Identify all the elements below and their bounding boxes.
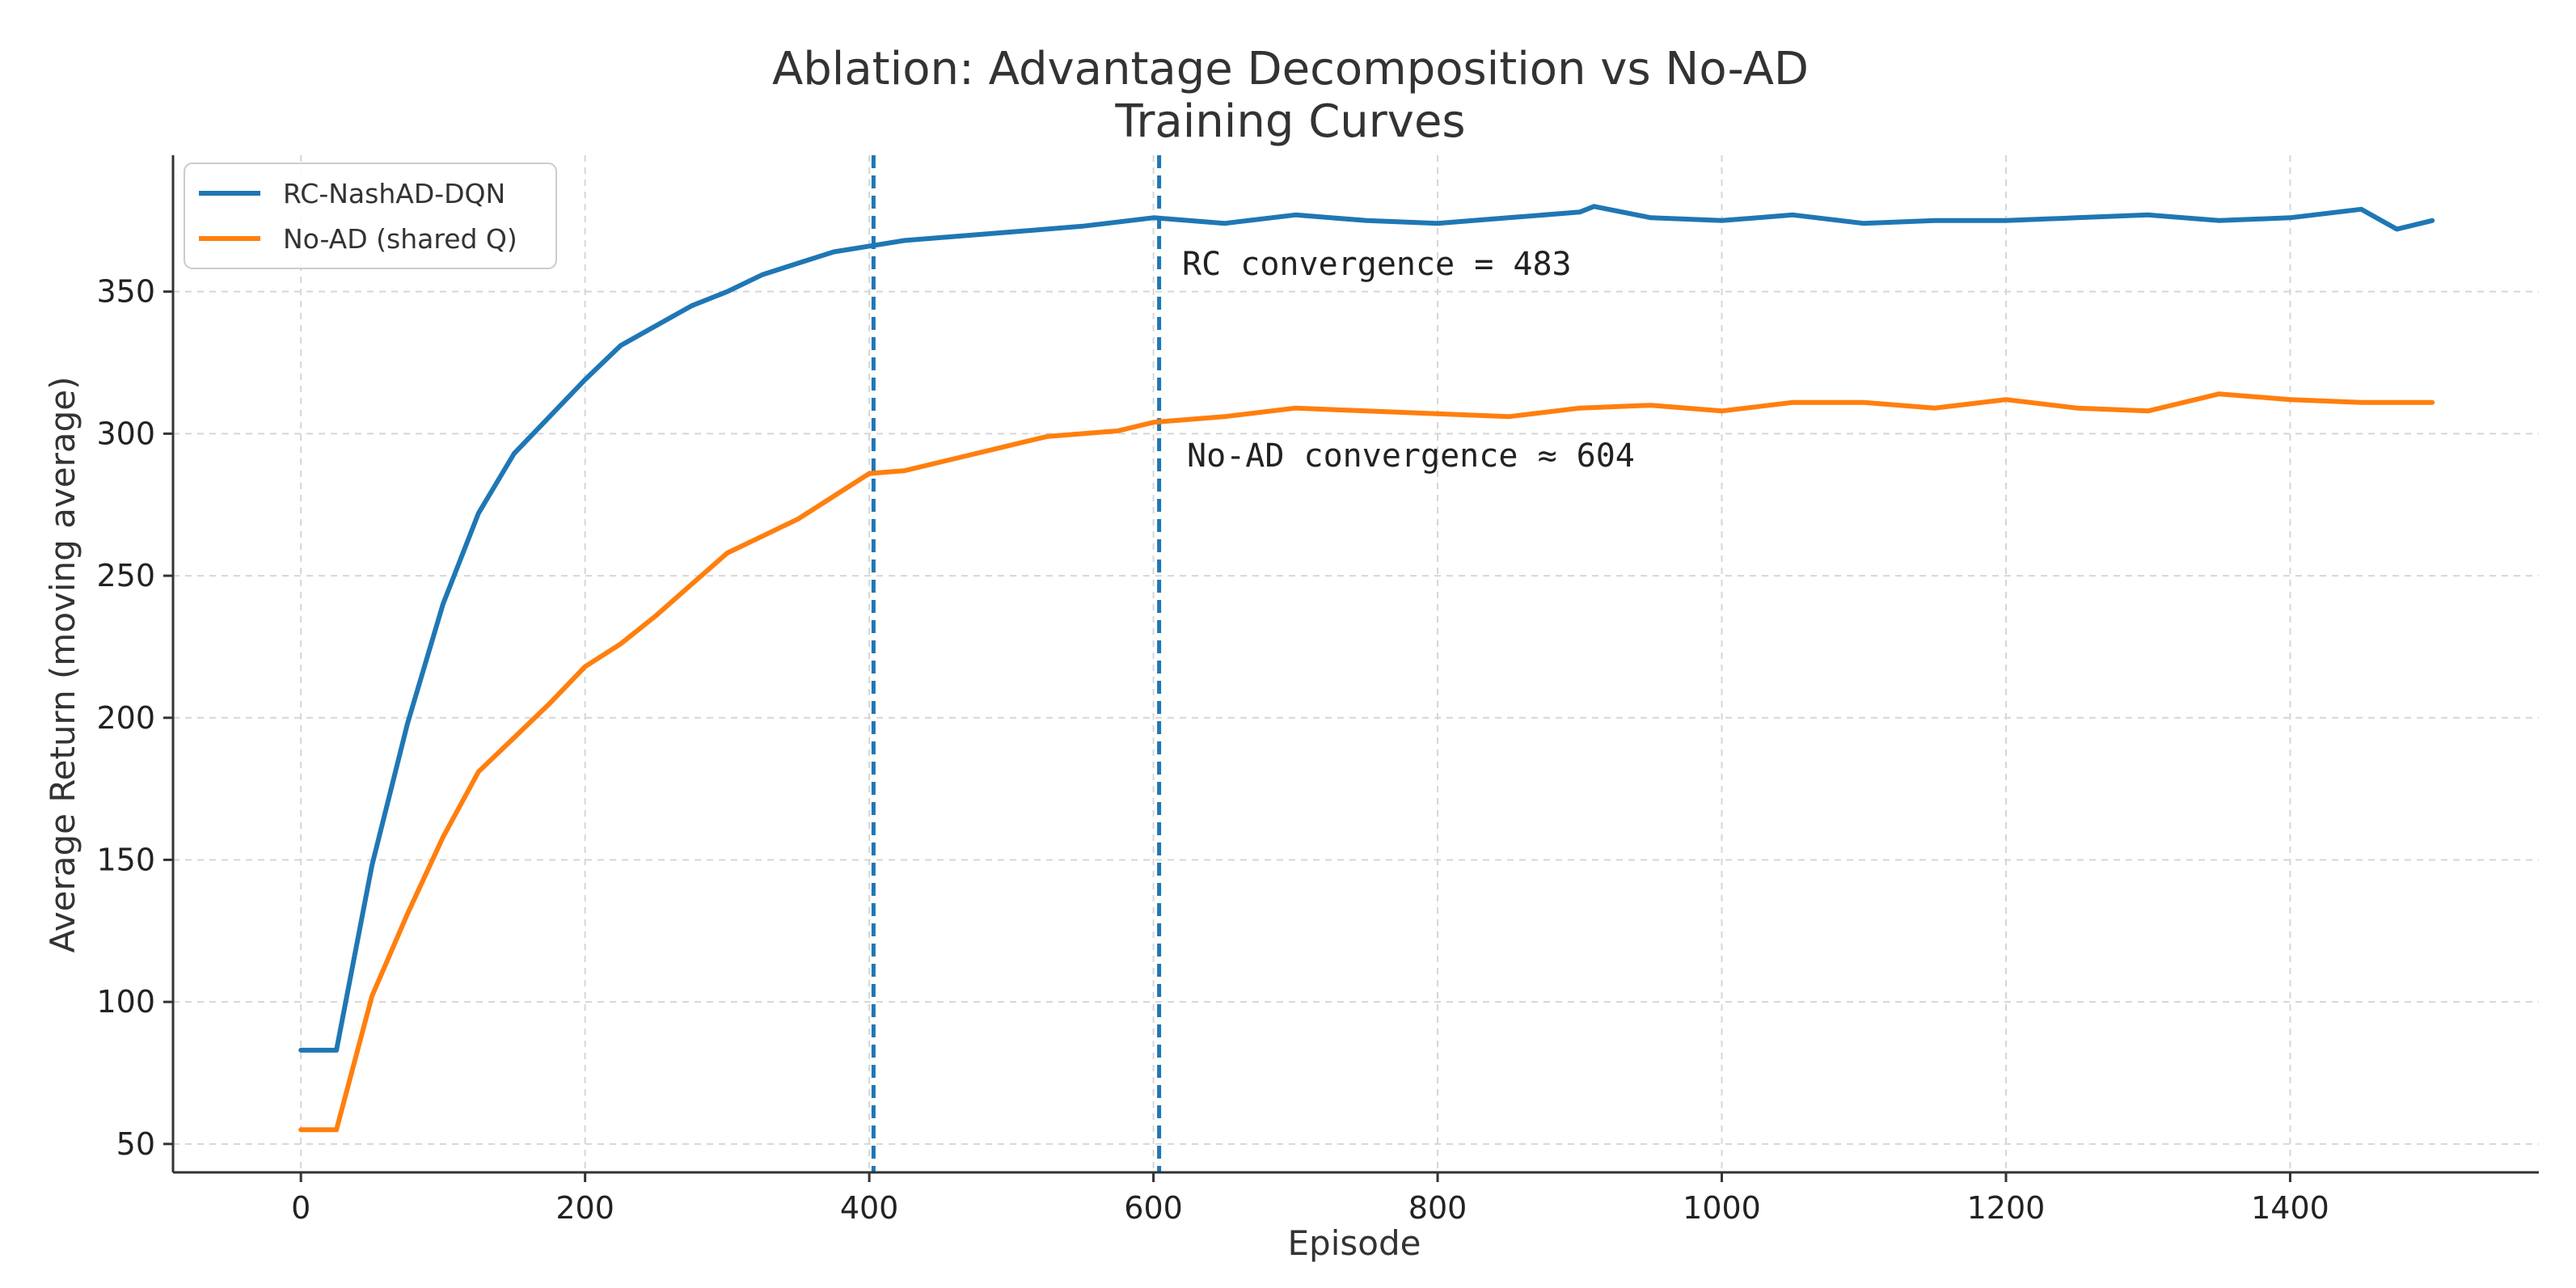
y-tick-label: 350 xyxy=(96,274,155,310)
x-tick-label: 800 xyxy=(1408,1190,1467,1226)
x-tick-label: 1400 xyxy=(2251,1190,2329,1226)
x-axis-label: Episode xyxy=(1288,1223,1421,1263)
legend-box xyxy=(184,163,557,269)
series-line-rc-nashad-dqn xyxy=(298,204,2435,1053)
rc-convergence-annotation: RC convergence = 483 xyxy=(1182,246,1572,283)
legend: RC-NashAD-DQN No-AD (shared Q) xyxy=(184,163,557,269)
series-line-no-ad xyxy=(298,391,2435,1133)
x-tick-label: 1200 xyxy=(1967,1190,2046,1226)
x-tick-label: 200 xyxy=(555,1190,614,1226)
x-tick-label: 400 xyxy=(840,1190,899,1226)
x-tick-label: 1000 xyxy=(1683,1190,1761,1226)
ticks: 0 200 400 600 800 1000 1200 1400 50 100 150 200 250 3… xyxy=(96,274,2329,1226)
y-axis-label: Average Return (moving average) xyxy=(43,376,82,952)
chart-title: Ablation: Advantage Decomposition vs No-… xyxy=(772,43,1809,95)
y-tick-label: 50 xyxy=(116,1126,155,1162)
y-tick-label: 300 xyxy=(96,416,155,451)
grid xyxy=(173,155,2539,1172)
annotations: RC convergence = 483 No-AD convergence ≈… xyxy=(1182,246,1635,475)
noad-convergence-annotation: No-AD convergence ≈ 604 xyxy=(1187,437,1635,475)
y-tick-label: 100 xyxy=(96,984,155,1020)
x-tick-label: 600 xyxy=(1124,1190,1183,1226)
series xyxy=(298,204,2435,1133)
y-tick-label: 200 xyxy=(96,700,155,736)
x-tick-label: 0 xyxy=(291,1190,310,1226)
chart-subtitle: Training Curves xyxy=(1114,95,1465,148)
legend-label-no-ad: No-AD (shared Q) xyxy=(283,223,517,255)
legend-label-rc-nashad-dqn: RC-NashAD-DQN xyxy=(283,178,505,209)
y-tick-label: 150 xyxy=(96,842,155,877)
y-tick-label: 250 xyxy=(96,558,155,593)
convergence-lines xyxy=(871,155,1162,1172)
